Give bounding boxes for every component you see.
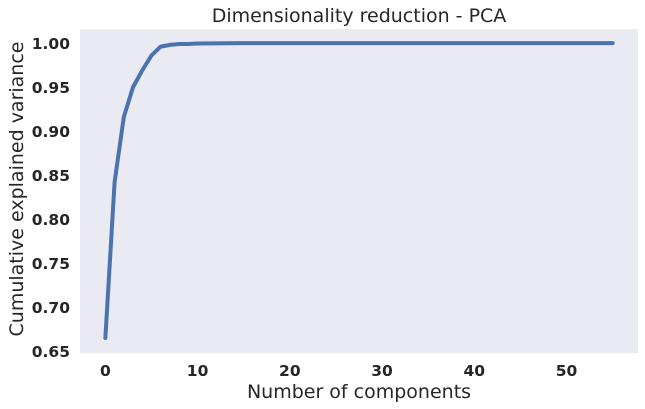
x-tick-label: 10 [187,362,209,380]
y-tick-label: 0.65 [32,343,70,361]
x-tick-label: 50 [556,362,578,380]
x-tick-label: 0 [100,362,111,380]
y-tick-label: 0.95 [32,79,70,97]
y-axis-label: Cumulative explained variance [6,42,28,337]
plot-background [80,29,638,353]
chart-title: Dimensionality reduction - PCA [212,5,507,27]
y-tick-label: 0.70 [32,299,70,317]
y-tick-label: 0.75 [32,255,70,273]
x-axis-ticks: 0 10 20 30 40 50 [100,362,578,380]
x-tick-label: 30 [371,362,393,380]
y-tick-label: 0.85 [32,167,70,185]
y-tick-label: 0.90 [32,123,70,141]
cumulative-variance-line [103,41,615,341]
y-tick-label: 1.00 [32,35,70,53]
x-tick-label: 20 [279,362,301,380]
x-axis-label: Number of components [247,381,471,403]
y-axis-ticks: 0.65 0.70 0.75 0.80 0.85 0.90 0.95 1.00 [32,35,70,361]
y-tick-label: 0.80 [32,211,70,229]
x-tick-label: 40 [464,362,486,380]
